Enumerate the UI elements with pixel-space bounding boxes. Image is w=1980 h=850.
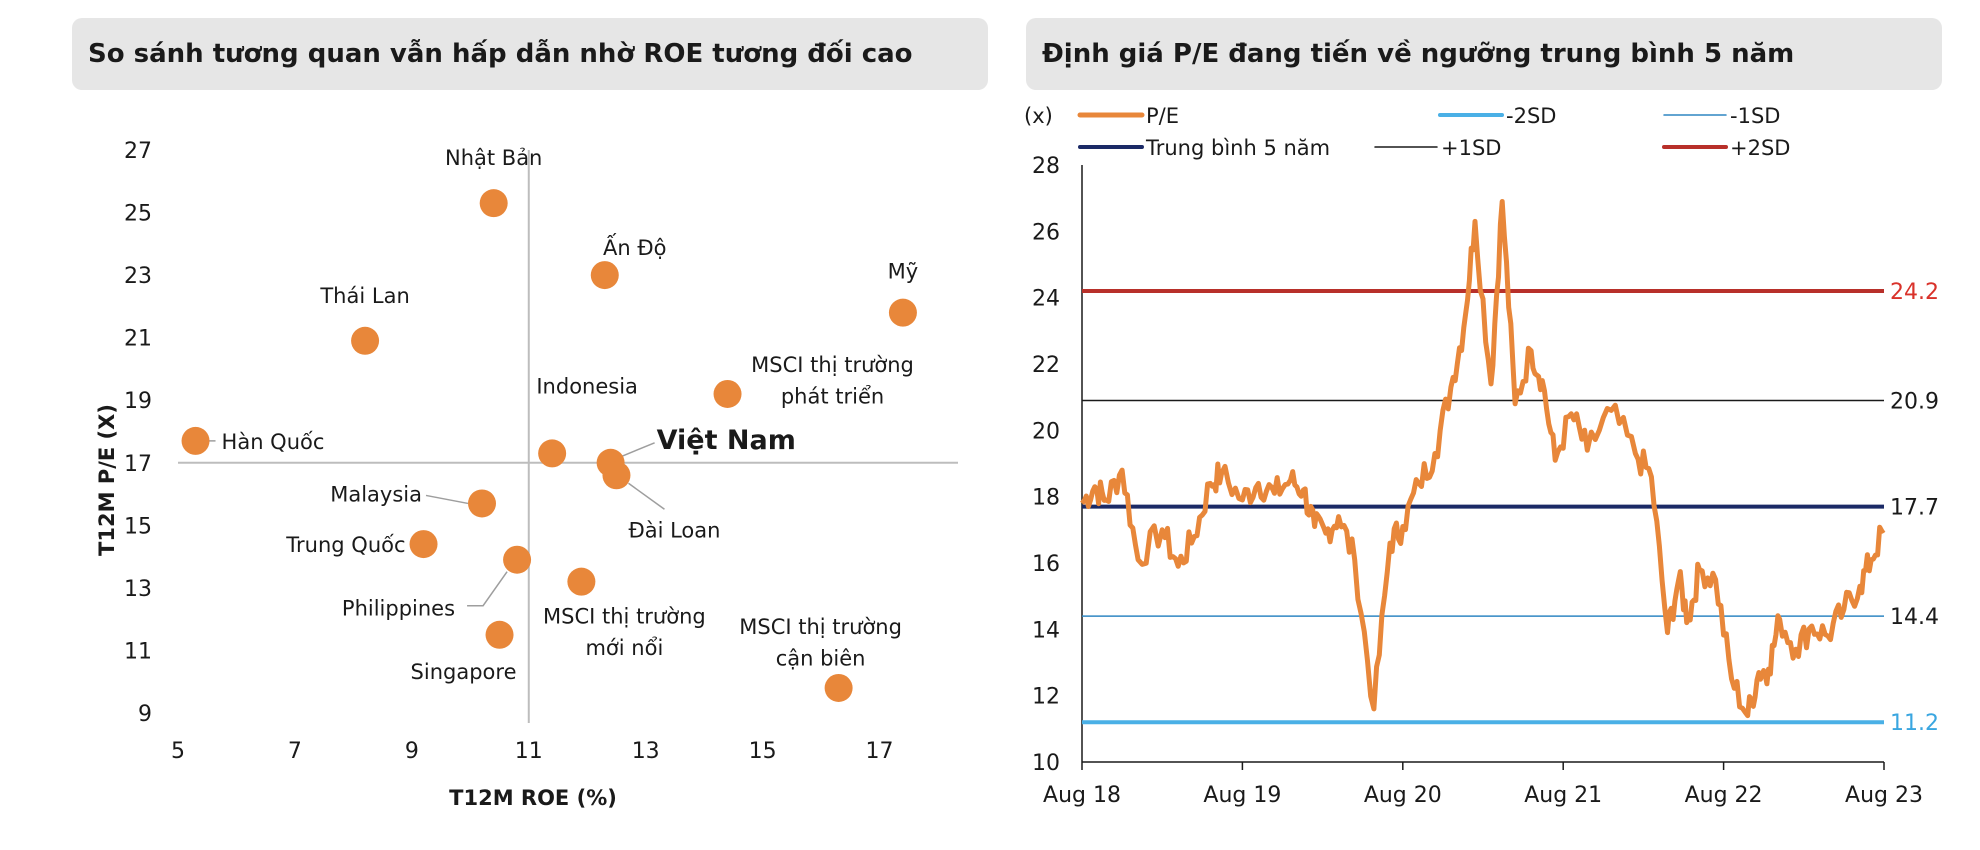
y-tick-label: 28 [1032,154,1060,179]
point-nhat-ban [479,189,508,218]
legend-label-2sd: -2SD [1506,104,1556,128]
x-tick-label: Aug 23 [1845,783,1923,808]
label-line: mới nổi [585,636,663,660]
label-an-do: Ấn Độ [603,233,666,260]
pe-series-line [1080,199,1886,719]
label-han-quoc: Hàn Quốc [222,430,325,454]
ref-label-1sd: 20.9 [1890,389,1939,414]
y-tick-label: 24 [1032,287,1060,312]
x-tick-label: Aug 20 [1364,783,1442,808]
y-tick-label: 21 [124,327,152,352]
point-msci-thi-truong-phat-trien [713,379,742,408]
y-tick-label: 12 [1032,685,1060,710]
point-my [888,298,917,327]
label-philippines: Philippines [342,597,455,621]
point-singapore [485,620,514,649]
point-malaysia [468,489,496,518]
label-thai-lan: Thái Lan [319,284,409,308]
point-han-quoc [181,426,210,455]
label-dai-loan: Đài Loan [628,518,720,542]
x-axis-label: T12M ROE (%) [449,786,617,810]
point-thai-lan [351,326,380,355]
y-tick-label: 22 [1032,353,1060,378]
y-tick-label: 25 [124,202,152,227]
pe-valuation-line-chart: P/E -2SD -1SD Trung bình 5 năm +1SD +2SD (x) 10… [1024,104,1939,808]
x-tick-label: 17 [866,739,894,764]
leader-line-malaysia [425,494,469,505]
point-msci-thi-truong-can-bien [824,673,853,702]
y-tick-label: 27 [124,139,152,164]
y-tick-label: 17 [124,452,152,477]
x-tick-label: 7 [288,739,302,764]
x-tick-label: Aug 18 [1043,783,1121,808]
y-tick-label: 14 [1032,618,1060,643]
leader-line-dai-loan [628,482,665,510]
label-malaysia: Malaysia [330,482,422,506]
label-line: phát triển [781,384,884,408]
point-an-do [590,261,619,290]
label-line: MSCI thị trường [543,605,706,629]
x-tick-label: Aug 21 [1524,783,1602,808]
right-chart-title-bar: Định giá P/E đang tiến về ngưỡng trung b… [1026,18,1942,90]
point-trung-quoc [409,530,438,559]
leader-line-philippines [467,571,508,607]
y-tick-label: 23 [124,264,152,289]
ref-label-2sd: 11.2 [1890,711,1939,736]
y-tick-label: 18 [1032,486,1060,511]
x-tick-label: Aug 19 [1203,783,1281,808]
y-tick-label: 11 [124,639,152,664]
leader-line-viet-nam [620,442,655,458]
y-tick-label: 20 [1032,419,1060,444]
x-tick-label: 11 [515,739,543,764]
y-tick-label: 9 [138,702,152,727]
label-line: MSCI thị trường [739,615,902,639]
label-nhat-ban: Nhật Bản [445,146,542,170]
label-my: Mỹ [888,260,919,284]
x-tick-label: 15 [749,739,777,764]
label-line: cận biên [776,646,866,670]
y-tick-label: 19 [124,389,152,414]
left-chart-title-bar: So sánh tương quan vẫn hấp dẫn nhờ ROE t… [72,18,988,90]
legend-label-p-e: P/E [1146,104,1179,128]
ref-label-trung-binh-5-nam: 17.7 [1890,496,1939,521]
label-msci-thi-truong-can-bien: MSCI thị trường cận biên [739,615,902,671]
roe-pe-scatter-chart: 9 11 13 15 17 19 21 23 25 27 5 7 9 11 13 15 17 T12M ROE (… [95,139,958,810]
y-tick-label: 10 [1032,751,1060,776]
point-dai-loan [602,461,631,490]
y-tick-label: 16 [1032,552,1060,577]
y-tick-label: 15 [124,514,152,539]
x-tick-label: Aug 22 [1685,783,1763,808]
right-chart-title: Định giá P/E đang tiến về ngưỡng trung b… [1042,39,1795,69]
x-tick-label: 9 [405,739,419,764]
legend-label-2sd: +2SD [1730,136,1790,160]
point-indonesia [538,439,567,468]
x-tick-label: 5 [171,739,185,764]
point-msci-thi-truong-moi-noi [567,567,596,596]
y-axis-label: T12M P/E (X) [95,404,119,556]
label-msci-thi-truong-moi-noi: MSCI thị trường mới nổi [543,605,706,661]
legend-label-trung-binh-5-nam: Trung bình 5 năm [1145,136,1330,160]
x-tick-label: 13 [632,739,660,764]
legend-label-1sd: -1SD [1730,104,1780,128]
y-unit-label: (x) [1024,104,1053,128]
ref-label-1sd: 14.4 [1890,605,1939,630]
label-trung-quoc: Trung Quốc [285,533,405,557]
left-chart-title: So sánh tương quan vẫn hấp dẫn nhờ ROE t… [88,39,913,69]
label-viet-nam: Việt Nam [657,425,796,456]
point-philippines [503,545,532,574]
y-tick-label: 26 [1032,220,1060,245]
label-line: MSCI thị trường [751,353,914,377]
y-tick-label: 13 [124,577,152,602]
legend-label-1sd: +1SD [1441,136,1501,160]
label-msci-thi-truong-phat-trien: MSCI thị trường phát triển [751,353,914,409]
label-indonesia: Indonesia [536,374,638,398]
label-singapore: Singapore [411,660,517,684]
ref-label-2sd: 24.2 [1890,280,1939,305]
